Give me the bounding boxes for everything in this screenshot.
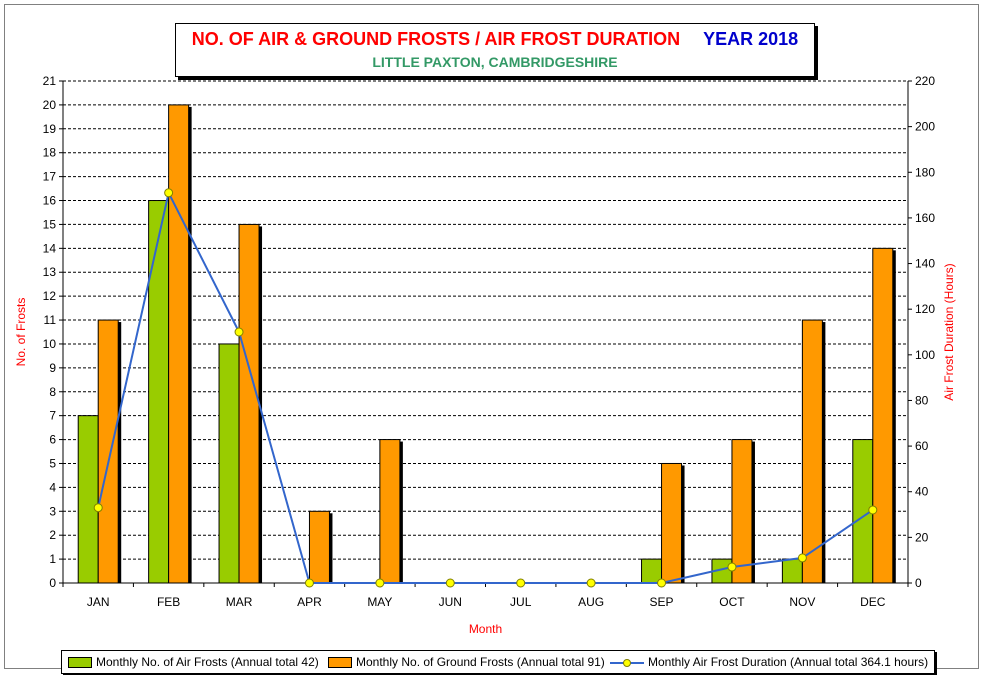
x-tick-label: MAY — [367, 595, 392, 609]
y-tick-label: 11 — [44, 313, 57, 327]
ground-frost-bar — [661, 462, 683, 584]
ground-frost-bar — [872, 247, 894, 584]
y-tick-label: 19 — [43, 122, 57, 136]
duration-point — [234, 327, 244, 337]
ground-frost-bar — [238, 223, 260, 584]
y-tick-label: 3 — [49, 504, 56, 518]
duration-point — [868, 505, 878, 515]
y-tick-label: 17 — [43, 170, 57, 184]
legend-label-ground-frosts: Monthly No. of Ground Frosts (Annual tot… — [356, 655, 605, 669]
y2-tick-label: 80 — [915, 393, 929, 407]
duration-point — [164, 188, 174, 198]
air-frost-bar — [148, 200, 170, 584]
y2-tick-label: 180 — [915, 165, 935, 179]
chart-subtitle: LITTLE PAXTON, CAMBRIDGESHIRE — [372, 54, 618, 70]
x-tick-label: DEC — [860, 595, 886, 609]
y2-axis-title: Air Frost Duration (Hours) — [942, 263, 956, 400]
air-frost-bar — [77, 415, 99, 584]
duration-point — [304, 578, 314, 588]
y-tick-label: 5 — [49, 456, 56, 470]
y-tick-label: 12 — [43, 289, 57, 303]
duration-line — [97, 189, 874, 584]
y-tick-label: 9 — [49, 361, 56, 375]
x-tick-label: FEB — [157, 595, 180, 609]
ground-frost-bar — [308, 510, 330, 584]
legend-swatch-ground-frosts — [328, 657, 352, 669]
legend-label-duration: Monthly Air Frost Duration (Annual total… — [648, 655, 929, 669]
x-tick-label: APR — [297, 595, 322, 609]
air-frost-bar — [641, 558, 663, 584]
y-tick-label: 14 — [43, 241, 57, 255]
duration-point — [727, 562, 737, 572]
legend-item-air-frosts: Monthly No. of Air Frosts (Annual total … — [68, 655, 319, 669]
ground-frost-bar — [731, 439, 753, 584]
x-tick-label: SEP — [650, 595, 674, 609]
duration-point — [516, 578, 526, 588]
ground-frost-bar — [168, 104, 190, 584]
y-tick-label: 8 — [49, 385, 56, 399]
title-box: NO. OF AIR & GROUND FROSTS / AIR FROST D… — [175, 23, 815, 77]
y-tick-label: 10 — [43, 337, 57, 351]
y-tick-label: 15 — [43, 217, 57, 231]
chart-frame: 0 1 2 3 4 5 6 7 8 9 10 11 12 13 14 15 16 17 18 19 20 21 0 20 40 6… — [4, 4, 979, 674]
air-frost-bar — [781, 558, 803, 584]
y-tick-label: 7 — [49, 409, 56, 423]
y2-tick-label: 40 — [915, 485, 929, 499]
frost-chart: 0123456789101112131415161718192021020406… — [14, 74, 956, 636]
y-tick-label: 6 — [49, 433, 56, 447]
x-tick-label: JUN — [439, 595, 462, 609]
chart-year: YEAR 2018 — [703, 29, 799, 49]
duration-point — [797, 553, 807, 563]
y-tick-label: 1 — [49, 552, 56, 566]
y2-tick-label: 200 — [915, 120, 935, 134]
y-tick-label: 4 — [49, 480, 56, 494]
y2-tick-label: 160 — [915, 211, 935, 225]
legend-item-air-frost-duration: Monthly Air Frost Duration (Annual total… — [610, 655, 928, 669]
ground-frost-bar — [379, 439, 401, 584]
x-axis-title: Month — [469, 622, 502, 636]
y-tick-label: 16 — [43, 194, 57, 208]
y2-tick-label: 120 — [915, 302, 935, 316]
y-tick-label: 13 — [43, 265, 57, 279]
legend-label-air-frosts: Monthly No. of Air Frosts (Annual total … — [96, 655, 319, 669]
x-tick-label: NOV — [789, 595, 815, 609]
duration-point — [375, 578, 385, 588]
air-frost-bar — [218, 343, 240, 584]
legend: Monthly No. of Air Frosts (Annual total … — [61, 650, 935, 674]
chart-title-line: NO. OF AIR & GROUND FROSTS / AIR FROST D… — [176, 29, 814, 50]
x-tick-label: JUL — [510, 595, 532, 609]
x-tick-label: AUG — [578, 595, 604, 609]
duration-point — [657, 578, 667, 588]
x-tick-label: JAN — [87, 595, 110, 609]
y2-tick-label: 20 — [915, 530, 929, 544]
legend-item-ground-frosts: Monthly No. of Ground Frosts (Annual tot… — [328, 655, 605, 669]
y2-tick-label: 140 — [915, 257, 935, 271]
legend-swatch-duration — [610, 658, 644, 667]
y2-tick-label: 100 — [915, 348, 935, 362]
duration-point — [93, 503, 103, 513]
x-tick-label: OCT — [719, 595, 745, 609]
x-tick-label: MAR — [226, 595, 253, 609]
ground-frost-bar — [97, 319, 119, 584]
ground-frost-bar — [801, 319, 823, 584]
y-axis-title: No. of Frosts — [14, 298, 28, 367]
y2-tick-label: 0 — [915, 576, 922, 590]
y2-tick-label: 220 — [915, 74, 935, 88]
duration-point — [586, 578, 596, 588]
legend-swatch-air-frosts — [68, 657, 92, 669]
y-tick-label: 18 — [43, 146, 57, 160]
y-tick-label: 21 — [43, 74, 57, 88]
y-tick-label: 2 — [49, 528, 56, 542]
chart-title: NO. OF AIR & GROUND FROSTS / AIR FROST D… — [191, 29, 681, 49]
y2-tick-label: 60 — [915, 439, 929, 453]
y-tick-label: 0 — [49, 576, 56, 590]
y-tick-label: 20 — [43, 98, 57, 112]
duration-point — [445, 578, 455, 588]
